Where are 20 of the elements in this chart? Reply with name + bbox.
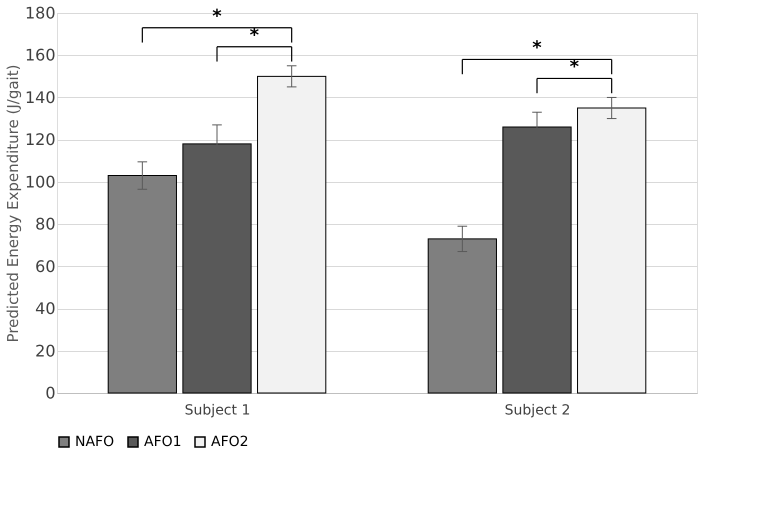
y-tick-label: 100 [24,172,56,192]
y-tick-label: 120 [24,130,56,150]
y-axis-title: Predicted Energy Expenditure (J/gait) [4,64,22,342]
legend-label: NAFO [75,434,114,450]
y-tick-label: 20 [35,341,56,360]
annotation: * [250,24,260,46]
y-tick-label: 0 [45,384,56,402]
y-tick-label: 80 [35,214,56,234]
annotation: * [212,6,222,27]
annotation: * [532,37,542,58]
legend-label: AFO2 [211,434,249,450]
y-tick-label: 180 [24,4,56,22]
x-tick-label: Subject 2 [504,402,570,418]
annotation: * [570,56,580,78]
y-tick-label: 160 [24,46,56,65]
x-tick-label: Subject 1 [184,402,250,418]
y-tick-label: 40 [35,299,56,318]
y-tick-label: 140 [24,88,56,107]
legend-label: AFO1 [144,434,182,450]
y-tick-label: 60 [35,256,56,276]
